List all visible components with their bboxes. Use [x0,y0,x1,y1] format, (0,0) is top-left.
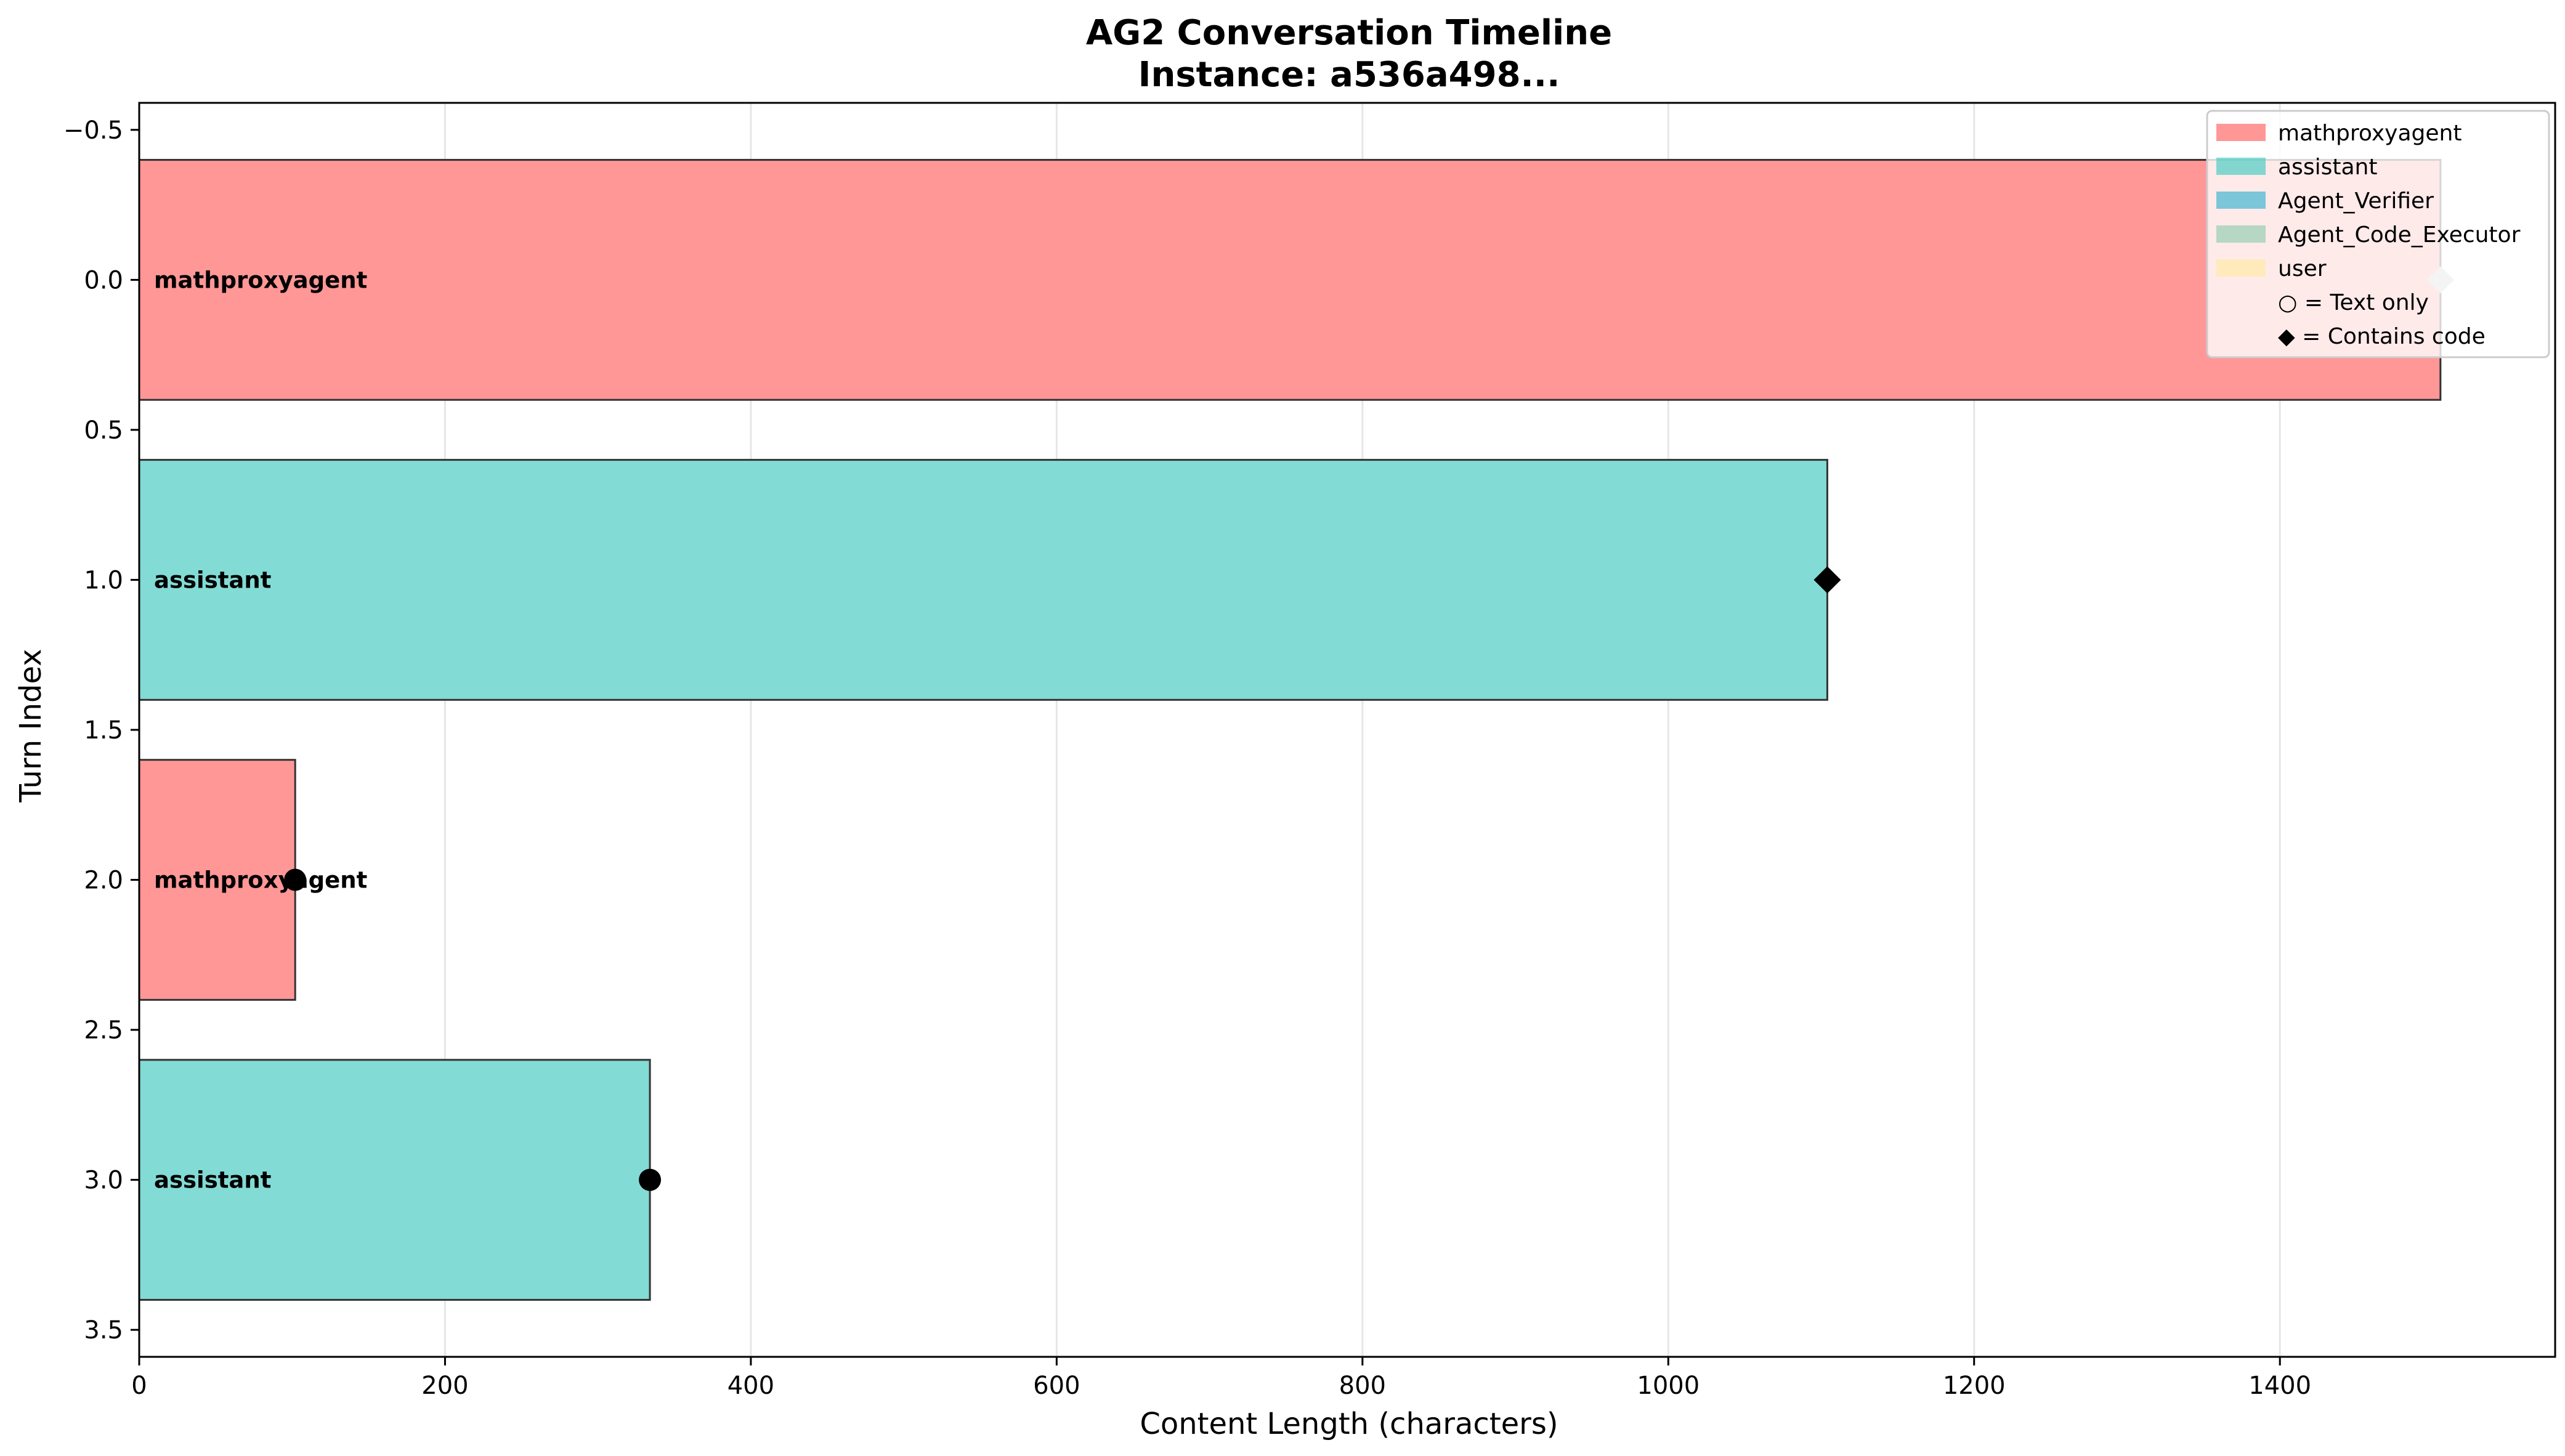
legend-entry-label: user [2278,256,2327,281]
x-axis-label: Content Length (characters) [1140,1407,1558,1441]
text-marker [284,868,307,891]
y-tick-label: 3.0 [84,1167,123,1195]
bar-label-layer: mathproxyagent assistant mathproxyagent ass… [154,267,367,1193]
y-tick-label: 0.5 [84,416,123,445]
y-tick-label: 1.5 [84,716,123,745]
turn-bar [138,1059,651,1301]
y-tick-label: 2.0 [84,867,123,895]
x-tick-label: 600 [1033,1372,1080,1400]
legend-entries: mathproxyagent assistant Agent_Verifier Age… [2216,121,2521,349]
legend-swatch [2216,259,2266,277]
x-tick-label: 0 [131,1372,147,1400]
x-tick-label: 1000 [1637,1372,1700,1400]
legend-entry-label: assistant [2278,155,2377,180]
text-marker [639,1168,662,1191]
bar-agent-label: assistant [154,1167,271,1194]
y-tick-label: 3.5 [84,1316,123,1345]
y-axis-ticks: −0.5 0.0 0.5 1.0 1.5 2.0 2.5 3.0 3.5 [63,116,139,1345]
bar-agent-label: mathproxyagent [154,867,367,894]
x-tick-label: 800 [1339,1372,1386,1400]
y-tick-label: 0.0 [84,266,123,294]
legend-entry-label: Agent_Code_Executor [2278,222,2521,248]
bar-agent-label: mathproxyagent [154,267,367,293]
y-tick-label: 1.0 [84,566,123,594]
legend: mathproxyagent assistant Agent_Verifier Age… [2206,110,2550,358]
bar-agent-label: assistant [154,567,271,593]
legend-note: ○ = Text only [2278,290,2429,315]
x-tick-label: 200 [421,1372,468,1400]
turn-bar [138,459,1828,701]
legend-swatch [2216,158,2266,175]
legend-frame [2206,110,2550,358]
legend-swatch [2216,225,2266,243]
chart-subtitle: Instance: a536a498... [1138,55,1560,95]
x-axis-ticks: 0 200 400 600 800 1000 1200 1400 [131,1357,2311,1400]
legend-entry-label: mathproxyagent [2278,121,2462,146]
x-tick-label: 1200 [1943,1372,2006,1400]
legend-swatch [2216,192,2266,209]
code-marker [1813,566,1841,594]
x-tick-label: 400 [727,1372,774,1400]
x-tick-label: 1400 [2248,1372,2311,1400]
y-tick-label: 2.5 [84,1016,123,1045]
legend-swatch [2216,124,2266,141]
y-tick-label: −0.5 [63,116,123,145]
bar-layer [138,159,2442,1301]
turn-bar [138,159,2442,401]
chart-title: AG2 Conversation Timeline [1086,13,1612,53]
legend-note: ◆ = Contains code [2278,324,2486,349]
legend-entry-label: Agent_Verifier [2278,188,2434,214]
y-axis-label: Turn Index [14,649,48,803]
